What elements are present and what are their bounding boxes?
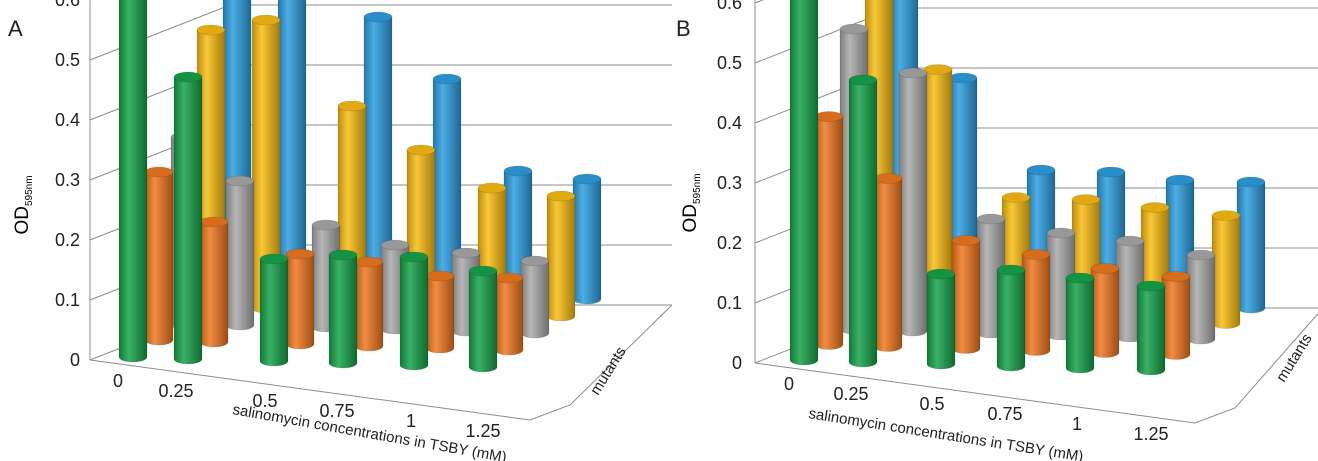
y-tick-label: 0.2 <box>717 233 742 253</box>
x-tick-label: 0.5 <box>252 391 277 411</box>
gridline <box>754 0 765 4</box>
bar-green-1 <box>399 251 429 371</box>
y-axis-title: OD595nm <box>12 175 35 234</box>
y-tick-label: 0.2 <box>55 230 80 250</box>
bar-orange-0_5 <box>951 235 981 354</box>
bar-orange-0_25 <box>873 173 903 352</box>
x-tick-label: 1.25 <box>465 421 500 441</box>
x-tick-label: 0.75 <box>987 404 1022 424</box>
bar-blue-1_25 <box>1236 176 1266 314</box>
bar-orange-0_25 <box>199 216 229 348</box>
panel-letter: B <box>676 16 691 41</box>
bar-gray-1_25 <box>1186 249 1216 345</box>
bar-orange-0_5 <box>285 248 315 350</box>
bar-green-1_25 <box>468 265 498 373</box>
y-tick-label: 0 <box>732 353 742 373</box>
y-tick-label: 0.4 <box>717 113 742 133</box>
bar-green-0_75 <box>996 264 1026 372</box>
x-tick-label: 0.25 <box>833 384 868 404</box>
bar-orange-0 <box>144 166 174 346</box>
panel-letter: A <box>8 16 23 41</box>
category-labels: 0 0.25 0.5 0.75 1 1.25 <box>784 374 1169 444</box>
y-axis-title: OD595nm <box>680 173 703 232</box>
y-tick-label: 0.5 <box>717 53 742 73</box>
bar-green-0_25 <box>173 71 203 365</box>
bar-gray-1_25 <box>520 255 550 339</box>
bar-green-1_25 <box>1136 280 1166 376</box>
bar-orange-1 <box>1090 263 1120 358</box>
bar-gray-0_25 <box>225 175 255 331</box>
chart-panel-b: B00.10.20.30.40.50.60.700.250.50.7511.25… <box>676 0 1318 461</box>
x-tick-label: 0.5 <box>919 394 944 414</box>
y-tick-label: 0.6 <box>717 0 742 13</box>
bar-yellow-1_25 <box>1211 210 1241 329</box>
x-tick-label: 0 <box>784 374 794 394</box>
chart-panel-a: A00.10.20.30.40.50.60.700.250.50.7511.25… <box>8 0 673 461</box>
bar-blue-1_25 <box>572 173 602 305</box>
depth-axis-title: mutants <box>587 344 630 398</box>
y-tick-label: 0.1 <box>55 290 80 310</box>
bar-green-0_75 <box>328 249 358 369</box>
x-tick-label: 0.75 <box>319 401 354 421</box>
x-tick-label: 0.25 <box>158 381 193 401</box>
y-tick-label: 0.4 <box>55 110 80 130</box>
bar-green-0_5 <box>926 268 956 370</box>
y-tick-label: 0.3 <box>717 173 742 193</box>
x-tick-label: 1 <box>406 411 416 431</box>
bar-orange-1 <box>425 270 455 354</box>
bar-green-0 <box>118 0 148 363</box>
bar-green-0_25 <box>848 74 878 368</box>
bar-orange-0_75 <box>1021 249 1051 356</box>
y-tick-label: 0.5 <box>55 50 80 70</box>
bar-orange-0_75 <box>354 256 384 352</box>
bar-orange-0 <box>814 111 844 350</box>
bar-green-0_5 <box>259 253 289 367</box>
y-tick-label: 0.6 <box>55 0 80 10</box>
y-tick-label: 0.1 <box>717 293 742 313</box>
y-tick-label: 0.3 <box>55 170 80 190</box>
y-tick-label: 0 <box>70 350 80 370</box>
floor-edge <box>754 312 1318 424</box>
bar-green-1 <box>1065 272 1095 374</box>
floor-edge <box>89 304 673 421</box>
bar-yellow-1_25 <box>546 190 576 322</box>
gridline <box>754 7 1318 64</box>
bars <box>789 0 1266 376</box>
bar-gray-0_25 <box>898 67 928 337</box>
x-tick-label: 1 <box>1072 414 1082 434</box>
bar-green-0 <box>789 0 819 366</box>
bars <box>118 0 602 373</box>
x-axis-title: salinomycin concentrations in TSBY (mM) <box>807 405 1084 461</box>
x-tick-label: 1.25 <box>1133 424 1168 444</box>
category-labels: 0 0.25 0.5 0.75 1 1.25 <box>113 371 501 441</box>
bar-orange-1_25 <box>494 272 524 356</box>
bar-orange-1_25 <box>1161 271 1191 360</box>
x-tick-label: 0 <box>113 371 123 391</box>
